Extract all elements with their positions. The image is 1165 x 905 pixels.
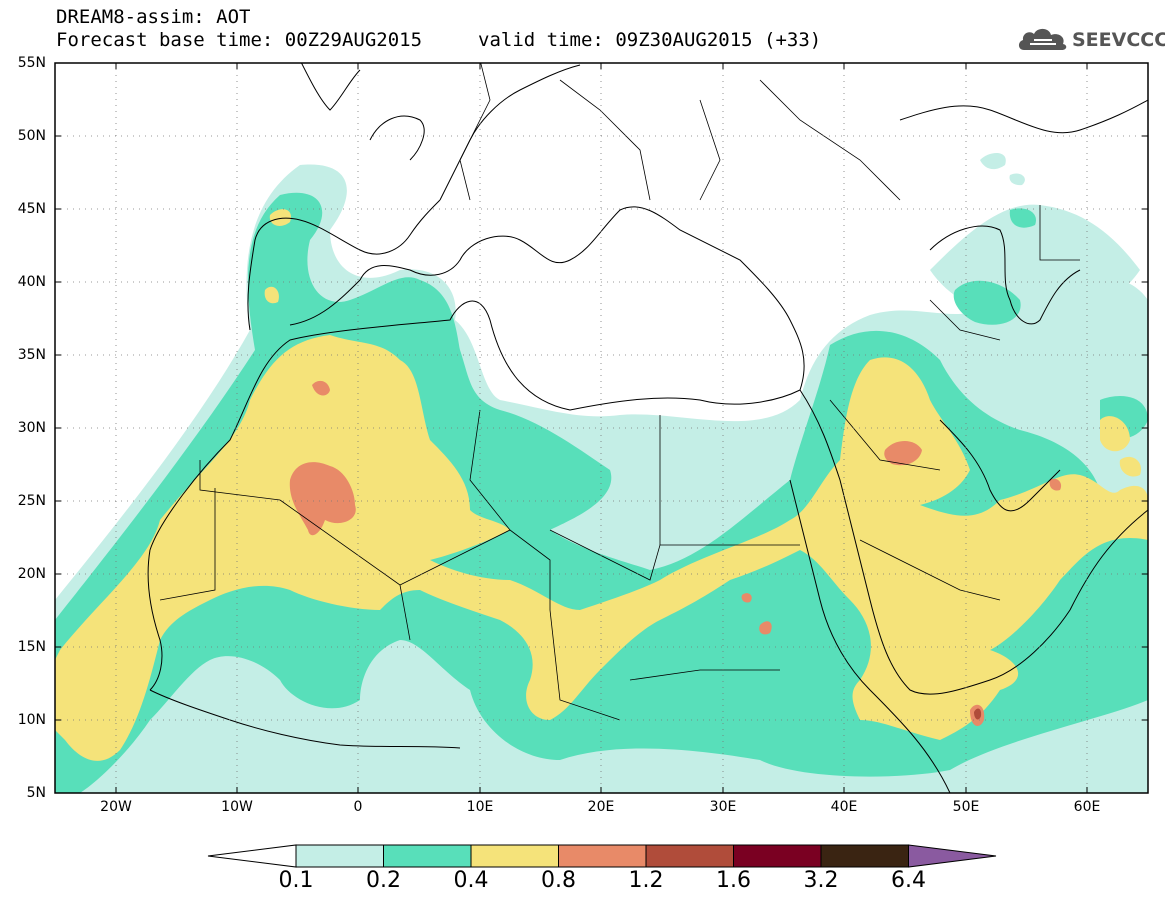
lon-label: 10E: [466, 799, 494, 815]
map-title: DREAM8-assim: AOT: [56, 6, 251, 28]
axis-ticks: [55, 63, 1148, 793]
lon-label: 10W: [221, 799, 253, 815]
colorbar-swatch-2: [383, 844, 472, 868]
colorbar-swatch-3: [470, 844, 559, 868]
colorbar-swatch-7: [820, 844, 909, 868]
country-borders: [159, 63, 1080, 721]
lat-label: 55N: [17, 55, 46, 71]
colorbar-label: 1.2: [628, 868, 664, 893]
forecast-base-time: Forecast base time: 00Z29AUG2015: [56, 29, 423, 51]
lat-label: 20N: [17, 566, 46, 582]
forecast-time-line: Forecast base time: 00Z29AUG2015 valid ti…: [56, 29, 821, 51]
colorbar-swatch-6: [733, 844, 822, 868]
seevccc-logo: SEEVCCC: [1016, 22, 1165, 58]
colorbar-swatch-5: [645, 844, 734, 868]
colorbar-label: 0.4: [453, 868, 489, 893]
lon-label: 50E: [952, 799, 980, 815]
lon-label: 20W: [100, 799, 132, 815]
lat-label: 5N: [26, 785, 46, 801]
lon-label: 20E: [587, 799, 615, 815]
lon-label: 60E: [1073, 799, 1101, 815]
lat-label: 10N: [17, 712, 46, 728]
coastlines: [147, 63, 1148, 793]
lon-label: 40E: [830, 799, 858, 815]
aot-fields: [55, 153, 1148, 793]
colorbar-label: 6.4: [891, 868, 926, 893]
colorbar-label: 1.6: [716, 868, 751, 893]
logo-text: SEEVCCC: [1072, 29, 1165, 51]
colorbar: [207, 844, 997, 868]
lat-label: 30N: [17, 420, 46, 436]
colorbar-label: 0.2: [366, 868, 401, 893]
colorbar-swatch-4: [558, 844, 647, 868]
lat-label: 40N: [17, 274, 46, 290]
lon-label: 30E: [709, 799, 737, 815]
map-frame: [54, 62, 1149, 794]
colorbar-swatch-under: [207, 844, 297, 868]
lat-label: 45N: [17, 201, 46, 217]
colorbar-swatch-1: [295, 844, 384, 868]
colorbar-label: 0.8: [541, 868, 576, 893]
colorbar-swatch-over: [908, 844, 997, 868]
lat-label: 15N: [17, 639, 46, 655]
lat-label: 50N: [17, 128, 46, 144]
lat-label: 35N: [17, 347, 46, 363]
aot-band-0.8: [289, 380, 1062, 726]
colorbar-label: 0.1: [278, 868, 314, 893]
lat-lon-grid: [55, 63, 1148, 793]
aot-band-0.4: [55, 209, 1148, 761]
lat-label: 25N: [17, 493, 46, 509]
aot-band-1.2: [974, 708, 982, 720]
colorbar-label: 3.2: [803, 868, 839, 893]
cloud-icon: [1018, 28, 1067, 50]
lon-label: 0: [353, 799, 363, 815]
forecast-valid-time: valid time: 09Z30AUG2015 (+33): [478, 29, 822, 51]
